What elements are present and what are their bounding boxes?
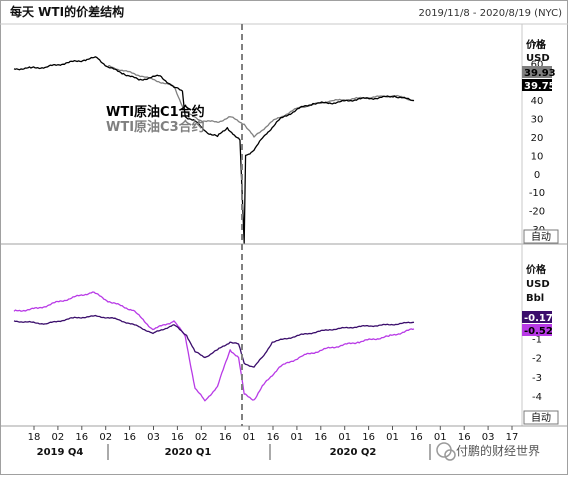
- x-tick-label: 17: [506, 432, 519, 443]
- top-last-values: 39.93 39.75: [522, 66, 556, 92]
- series-c1-line: [13, 56, 415, 244]
- x-tick-label: 01: [243, 432, 256, 443]
- x-tick-label: 16: [219, 432, 232, 443]
- top-y-tick-label: 10: [531, 151, 544, 162]
- bottom-last-value-tag: [522, 311, 552, 323]
- x-tick-label: 02: [52, 432, 65, 443]
- x-tick-label: 16: [75, 432, 88, 443]
- top-auto-label: 自动: [531, 230, 551, 243]
- x-tick-label: 02: [195, 432, 208, 443]
- x-tick-label: 01: [338, 432, 351, 443]
- bottom-last-value-text: -0.17: [524, 313, 553, 324]
- x-tick-label: 01: [291, 432, 304, 443]
- legend: WTI原油C1合约 WTI原油C3合约: [106, 104, 205, 135]
- bottom-axis-label-price: 价格: [526, 263, 547, 276]
- top-y-tick-label: 60: [531, 59, 544, 70]
- x-tick-label: 18: [28, 432, 41, 443]
- bottom-last-value-text: -0.52: [524, 326, 553, 337]
- quarter-label: 2020 Q2: [330, 447, 377, 458]
- x-tick-label: 16: [171, 432, 184, 443]
- x-tick-label: 03: [482, 432, 495, 443]
- quarter-label: 2019 Q4: [37, 447, 84, 458]
- x-tick-label: 01: [434, 432, 447, 443]
- top-last-value-text: 39.75: [524, 81, 556, 92]
- legend-c1: WTI原油C1合约: [106, 104, 205, 120]
- bottom-y-tick-label: -1: [532, 334, 542, 345]
- top-y-tick-label: -10: [529, 188, 545, 199]
- bottom-auto-button[interactable]: 自动: [523, 410, 559, 425]
- top-y-tick-label: 70: [531, 41, 544, 52]
- bottom-y-tick-label: -2: [532, 354, 542, 365]
- top-last-value-text: 39.93: [524, 68, 556, 79]
- x-tick-label: 16: [123, 432, 136, 443]
- x-tick-label: 16: [362, 432, 375, 443]
- x-axis: 18 02 16 02 16 03 16 02 16 01 16 01 16 01 16 01 16 01 16 03…: [28, 426, 519, 460]
- bottom-auto-label: 自动: [531, 411, 551, 424]
- top-last-value-tag: [522, 66, 552, 78]
- x-tick-label: 02: [99, 432, 112, 443]
- x-tick-label: 01: [386, 432, 399, 443]
- top-y-tick-label: -20: [529, 207, 545, 218]
- bottom-y-tick-label: -4: [532, 392, 542, 403]
- wechat-bubble-icon: [444, 449, 456, 461]
- spread-series-0-line: [13, 314, 415, 368]
- bottom-plot-area: [13, 291, 415, 402]
- top-axis-label-price: 价格: [526, 38, 547, 51]
- top-y-tick-label: 20: [531, 133, 544, 144]
- x-tick-label: 16: [314, 432, 327, 443]
- bottom-last-value-tag: [522, 324, 552, 336]
- bottom-axis-label-unit: Bbl: [526, 293, 544, 304]
- x-tick-label: 16: [458, 432, 471, 443]
- watermark: 付鹏的财经世界: [436, 442, 540, 461]
- legend-c3: WTI原油C3合约: [106, 119, 205, 135]
- bottom-y-tick-label: -3: [532, 373, 542, 384]
- x-tick-label: 16: [267, 432, 280, 443]
- top-y-tick-label: 0: [534, 170, 540, 181]
- top-y-tick-label: 40: [531, 96, 544, 107]
- watermark-text: 付鹏的财经世界: [456, 443, 540, 458]
- top-y-tick-label: 30: [531, 115, 544, 126]
- x-tick-label: 16: [410, 432, 423, 443]
- bottom-axis-label-currency: USD: [526, 279, 550, 290]
- bottom-last-values: -0.17 -0.52: [522, 311, 553, 337]
- top-axis-label-currency: USD: [526, 53, 550, 64]
- chart-title: 每天 WTI的价差结构: [10, 4, 124, 19]
- quarter-label: 2020 Q1: [165, 447, 212, 458]
- spread-series-1-line: [13, 291, 415, 402]
- top-last-value-tag: [522, 79, 552, 91]
- top-auto-button[interactable]: 自动: [523, 229, 559, 244]
- x-tick-label: 03: [147, 432, 160, 443]
- date-range: 2019/11/8 - 2020/8/19 (NYC): [418, 8, 562, 19]
- top-plot-area: [13, 56, 415, 244]
